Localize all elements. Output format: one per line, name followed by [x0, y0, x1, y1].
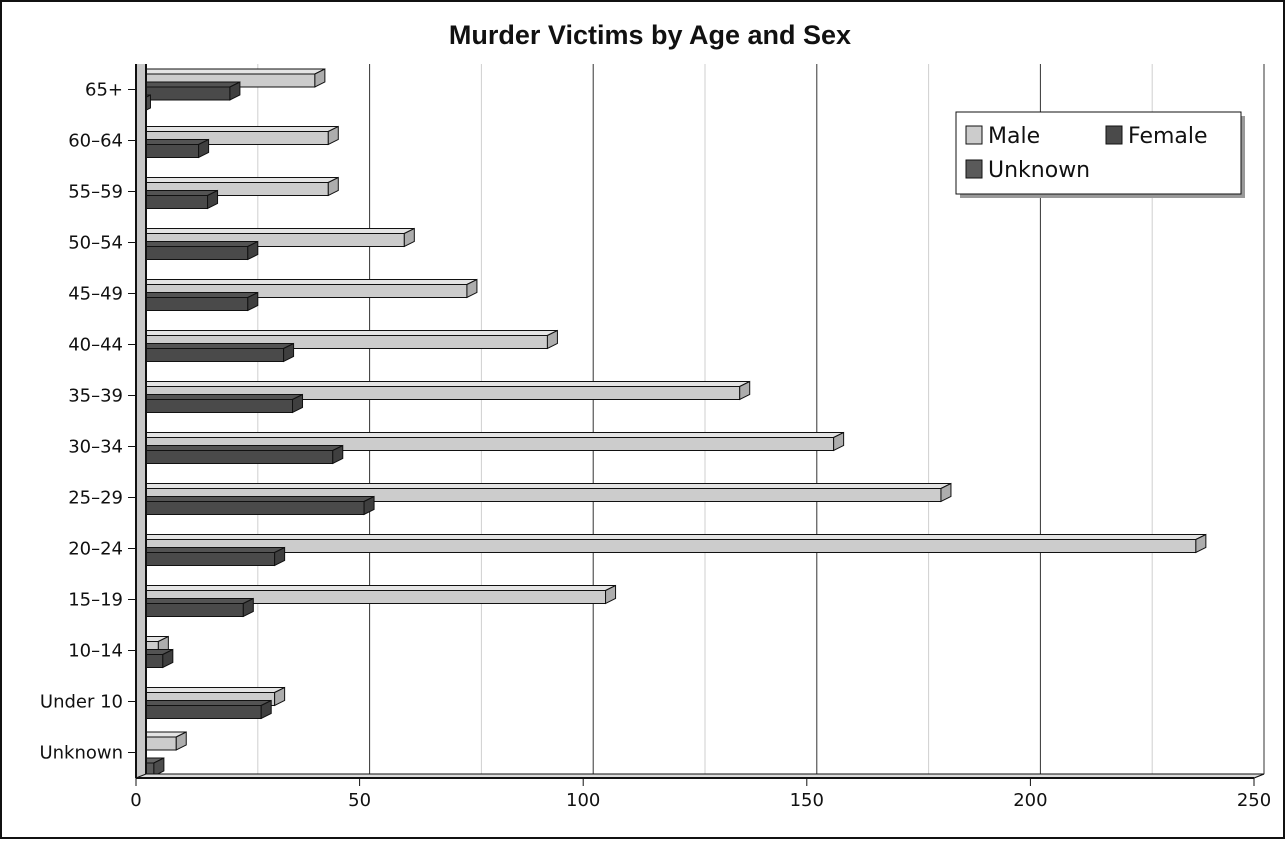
- y-tick-label: 60–64: [68, 131, 123, 152]
- bar-side-male-0: [314, 68, 326, 88]
- legend-swatch-unknown: [965, 159, 983, 179]
- bar-male-9: [135, 539, 1197, 553]
- bar-top-male-0: [135, 68, 326, 75]
- bar-side-male-13: [175, 731, 187, 751]
- bar-top-female-6: [135, 394, 303, 400]
- bar-top-male-6: [135, 381, 750, 387]
- y-tick-label: 40–44: [68, 335, 123, 356]
- bar-top-male-8: [135, 483, 952, 489]
- axes: 65+ 60–64 55–59 50–54 45–49 40–44 35–39 30–34 25…: [39, 64, 1271, 811]
- bar-side-male-9: [1195, 533, 1207, 554]
- bar-side-female-6: [292, 393, 304, 414]
- bar-female-8: [135, 501, 365, 515]
- y-tick-label: 55–59: [68, 182, 123, 203]
- y-tick-label: 50–54: [68, 233, 123, 254]
- bar-top-female-10: [135, 598, 254, 604]
- legend-box: [955, 111, 1242, 195]
- y-tick-label: 20–24: [68, 539, 123, 560]
- bar-side-female-1: [198, 138, 210, 159]
- grid: [247, 64, 1265, 779]
- bar-top-male-2: [135, 177, 339, 183]
- bar-side-male-12: [274, 686, 286, 707]
- bar-side-female-3: [247, 240, 259, 261]
- y-tick-label: Under 10: [40, 692, 123, 713]
- bar-female-3: [135, 246, 249, 260]
- bar-female-6: [135, 399, 294, 413]
- bar-side-female-8: [363, 495, 375, 516]
- bar-side-female-7: [332, 444, 344, 465]
- bar-side-male-6: [739, 380, 751, 401]
- bar-side-female-0: [229, 81, 241, 101]
- bar-top-female-0: [135, 81, 241, 88]
- bar-female-10: [135, 603, 244, 617]
- legend-label-female: Female: [1128, 124, 1208, 149]
- bar-top-female-2: [135, 190, 218, 196]
- bar-side-male-3: [403, 227, 415, 248]
- chart-title: Murder Victims by Age and Sex: [449, 20, 851, 50]
- legend-label-unknown: Unknown: [988, 158, 1090, 183]
- left-wall: [136, 64, 146, 778]
- bar-side-male-7: [833, 431, 845, 452]
- bar-side-female-12: [260, 699, 272, 720]
- y-tick-label: 10–14: [68, 641, 123, 662]
- bar-side-male-1: [327, 125, 339, 146]
- y-tick-label: 45–49: [68, 284, 123, 305]
- bar-side-female-11: [162, 648, 174, 669]
- bar-top-male-5: [135, 330, 558, 336]
- bar-top-female-3: [135, 241, 259, 247]
- x-tick-label: 100: [566, 790, 600, 811]
- bar-side-male-2: [327, 176, 339, 197]
- bar-top-female-4: [135, 292, 259, 298]
- bar-side-male-8: [940, 482, 952, 503]
- bar-side-male-5: [546, 329, 558, 350]
- bar-side-female-2: [207, 189, 219, 210]
- legend-label-male: Male: [988, 124, 1040, 149]
- bar-top-male-4: [135, 279, 478, 285]
- x-tick-label: 0: [130, 790, 141, 811]
- bar-side-female-9: [274, 546, 286, 567]
- y-tick-label: 65+: [85, 80, 123, 101]
- y-tick-label: 15–19: [68, 590, 123, 611]
- x-tick-label: 50: [348, 790, 371, 811]
- x-tick-label: 250: [1237, 790, 1271, 811]
- bar-side-unknown-13: [153, 757, 165, 777]
- legend-swatch-male: [965, 125, 983, 145]
- legend-swatch-female: [1105, 125, 1123, 145]
- bars: [135, 68, 1207, 777]
- bar-female-7: [135, 450, 334, 464]
- bar-top-male-9: [135, 534, 1207, 540]
- y-tick-label: 25–29: [68, 488, 123, 509]
- bar-top-female-5: [135, 343, 294, 349]
- bar-side-male-4: [466, 278, 478, 299]
- x-tick-label: 200: [1013, 790, 1047, 811]
- bar-female-4: [135, 297, 249, 311]
- bar-side-female-4: [247, 291, 259, 312]
- bar-side-female-10: [242, 597, 254, 618]
- bar-side-female-5: [283, 342, 295, 363]
- bar-top-female-12: [135, 700, 272, 706]
- bar-top-female-9: [135, 547, 285, 553]
- y-tick-label: Unknown: [39, 743, 123, 764]
- bar-top-male-3: [135, 228, 415, 234]
- bar-top-female-8: [135, 496, 375, 502]
- bar-top-male-1: [135, 126, 339, 132]
- bar-female-12: [135, 705, 262, 719]
- bar-top-female-7: [135, 445, 343, 451]
- bar-top-male-7: [135, 432, 844, 438]
- legend: Male Female Unknown: [955, 111, 1245, 198]
- y-tick-label: 30–34: [68, 437, 123, 458]
- y-tick-label: 35–39: [68, 386, 123, 407]
- bar-female-9: [135, 552, 276, 566]
- bar-top-male-12: [135, 687, 285, 693]
- bar-top-male-10: [135, 585, 616, 591]
- bar-side-male-10: [605, 584, 617, 605]
- bar-female-5: [135, 348, 285, 362]
- x-tick-label: 150: [790, 790, 824, 811]
